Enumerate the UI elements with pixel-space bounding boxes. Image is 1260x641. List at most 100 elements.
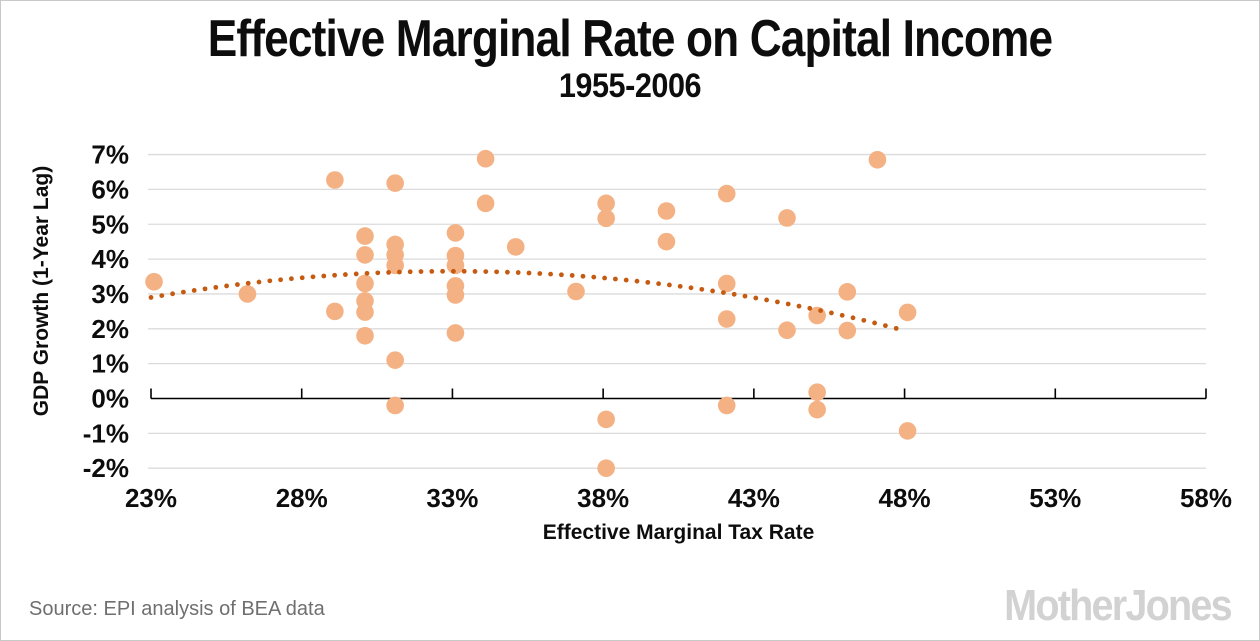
- chart-title: Effective Marginal Rate on Capital Incom…: [207, 10, 1053, 68]
- trend-dot: [191, 288, 197, 293]
- scatter-point: [597, 194, 615, 213]
- trend-dot: [461, 268, 467, 274]
- scatter-point: [386, 174, 404, 192]
- trend-dot: [332, 272, 337, 278]
- scatter-point: [717, 184, 736, 203]
- y-tick-label: 6%: [91, 174, 129, 204]
- scatter-point: [356, 326, 374, 345]
- trend-dot: [883, 323, 888, 329]
- trend-dot: [839, 312, 845, 318]
- trend-dot: [872, 320, 877, 326]
- trend-dot: [267, 278, 273, 284]
- trend-dot: [893, 325, 899, 331]
- scatter-point: [506, 238, 525, 256]
- trend-dot: [505, 269, 510, 275]
- scatter-point: [326, 302, 344, 321]
- trend-dot: [364, 270, 370, 276]
- scatter-point: [808, 383, 826, 402]
- trend-dot: [148, 295, 154, 300]
- trend-dot: [418, 269, 424, 274]
- trend-dot: [861, 317, 867, 323]
- trend-dot: [850, 315, 856, 321]
- y-tick-label: -1%: [83, 418, 129, 448]
- scatter-point: [476, 149, 495, 168]
- trend-dot: [256, 279, 262, 285]
- trend-dot: [483, 269, 489, 275]
- scatter-point: [386, 396, 404, 415]
- scatter-point: [356, 303, 374, 321]
- trend-dot: [775, 299, 780, 305]
- trend-dot: [623, 277, 629, 283]
- trend-dot: [170, 291, 176, 297]
- trend-dot: [677, 283, 683, 289]
- y-tick-label: 7%: [91, 140, 129, 170]
- scatter-point: [446, 324, 465, 342]
- trend-dot: [181, 289, 186, 295]
- x-tick-label: 33%: [426, 483, 478, 513]
- trend-dot: [375, 270, 381, 276]
- scatter-point: [717, 310, 736, 328]
- y-tick-label: 0%: [91, 384, 129, 414]
- trend-dot: [159, 293, 165, 298]
- trend-dot: [742, 293, 748, 299]
- trend-dot: [429, 268, 435, 274]
- x-tick-label: 28%: [276, 483, 328, 513]
- scatter-point: [838, 321, 857, 340]
- source-text: Source: EPI analysis of BEA data: [29, 598, 325, 620]
- trend-dot: [731, 291, 737, 297]
- trend-dot: [818, 308, 823, 313]
- trend-dot: [602, 275, 607, 281]
- trend-dot: [278, 277, 283, 283]
- trend-dot: [645, 279, 651, 285]
- scatter-point: [597, 209, 615, 228]
- trend-dot: [515, 270, 521, 275]
- trend-dot: [580, 273, 586, 279]
- trend-dot: [667, 282, 672, 288]
- y-tick-label: -2%: [83, 453, 129, 483]
- trend-dot: [591, 274, 597, 280]
- x-tick-label: 58%: [1180, 483, 1232, 513]
- x-tick-label: 43%: [728, 483, 780, 513]
- trend-dot: [569, 273, 575, 278]
- trend-dot: [213, 284, 219, 290]
- y-tick-label: 5%: [91, 209, 129, 239]
- scatter-point: [778, 321, 796, 339]
- scatter-point: [597, 459, 615, 478]
- x-tick-label: 38%: [577, 483, 629, 513]
- scatter-point: [356, 227, 374, 245]
- trend-dot: [656, 281, 661, 287]
- trend-dot: [548, 271, 553, 277]
- trend-dot: [710, 288, 715, 294]
- trend-dot: [386, 270, 391, 275]
- scatter-point: [567, 282, 585, 301]
- scatter-point: [717, 396, 736, 415]
- trend-dot: [807, 305, 813, 311]
- trend-dot: [343, 272, 348, 277]
- chart-subtitle: 1955-2006: [558, 67, 702, 105]
- trend-dot: [796, 303, 802, 309]
- scatter-point: [657, 232, 676, 251]
- scatter-point: [446, 286, 465, 304]
- trend-dot: [407, 269, 413, 275]
- trend-dot: [494, 269, 499, 275]
- trend-dot: [634, 278, 640, 284]
- trend-dot: [289, 276, 294, 282]
- scatter-point: [238, 285, 257, 303]
- scatter-point: [808, 400, 826, 419]
- y-tick-label: 4%: [91, 244, 129, 274]
- scatter-point: [476, 194, 495, 213]
- trend-dot: [764, 297, 769, 303]
- y-tick-label: 3%: [91, 279, 129, 309]
- x-tick-label: 53%: [1029, 483, 1081, 513]
- trend-dot: [321, 273, 327, 279]
- y-tick-label: 2%: [91, 314, 129, 344]
- trend-dot: [559, 272, 564, 278]
- scatter-point: [898, 303, 917, 322]
- trend-dot: [613, 276, 618, 282]
- trend-dot: [299, 275, 305, 281]
- scatter-point: [446, 256, 465, 275]
- y-tick-label: 1%: [91, 349, 129, 379]
- trend-dot: [688, 285, 694, 291]
- trend-dot: [235, 282, 240, 287]
